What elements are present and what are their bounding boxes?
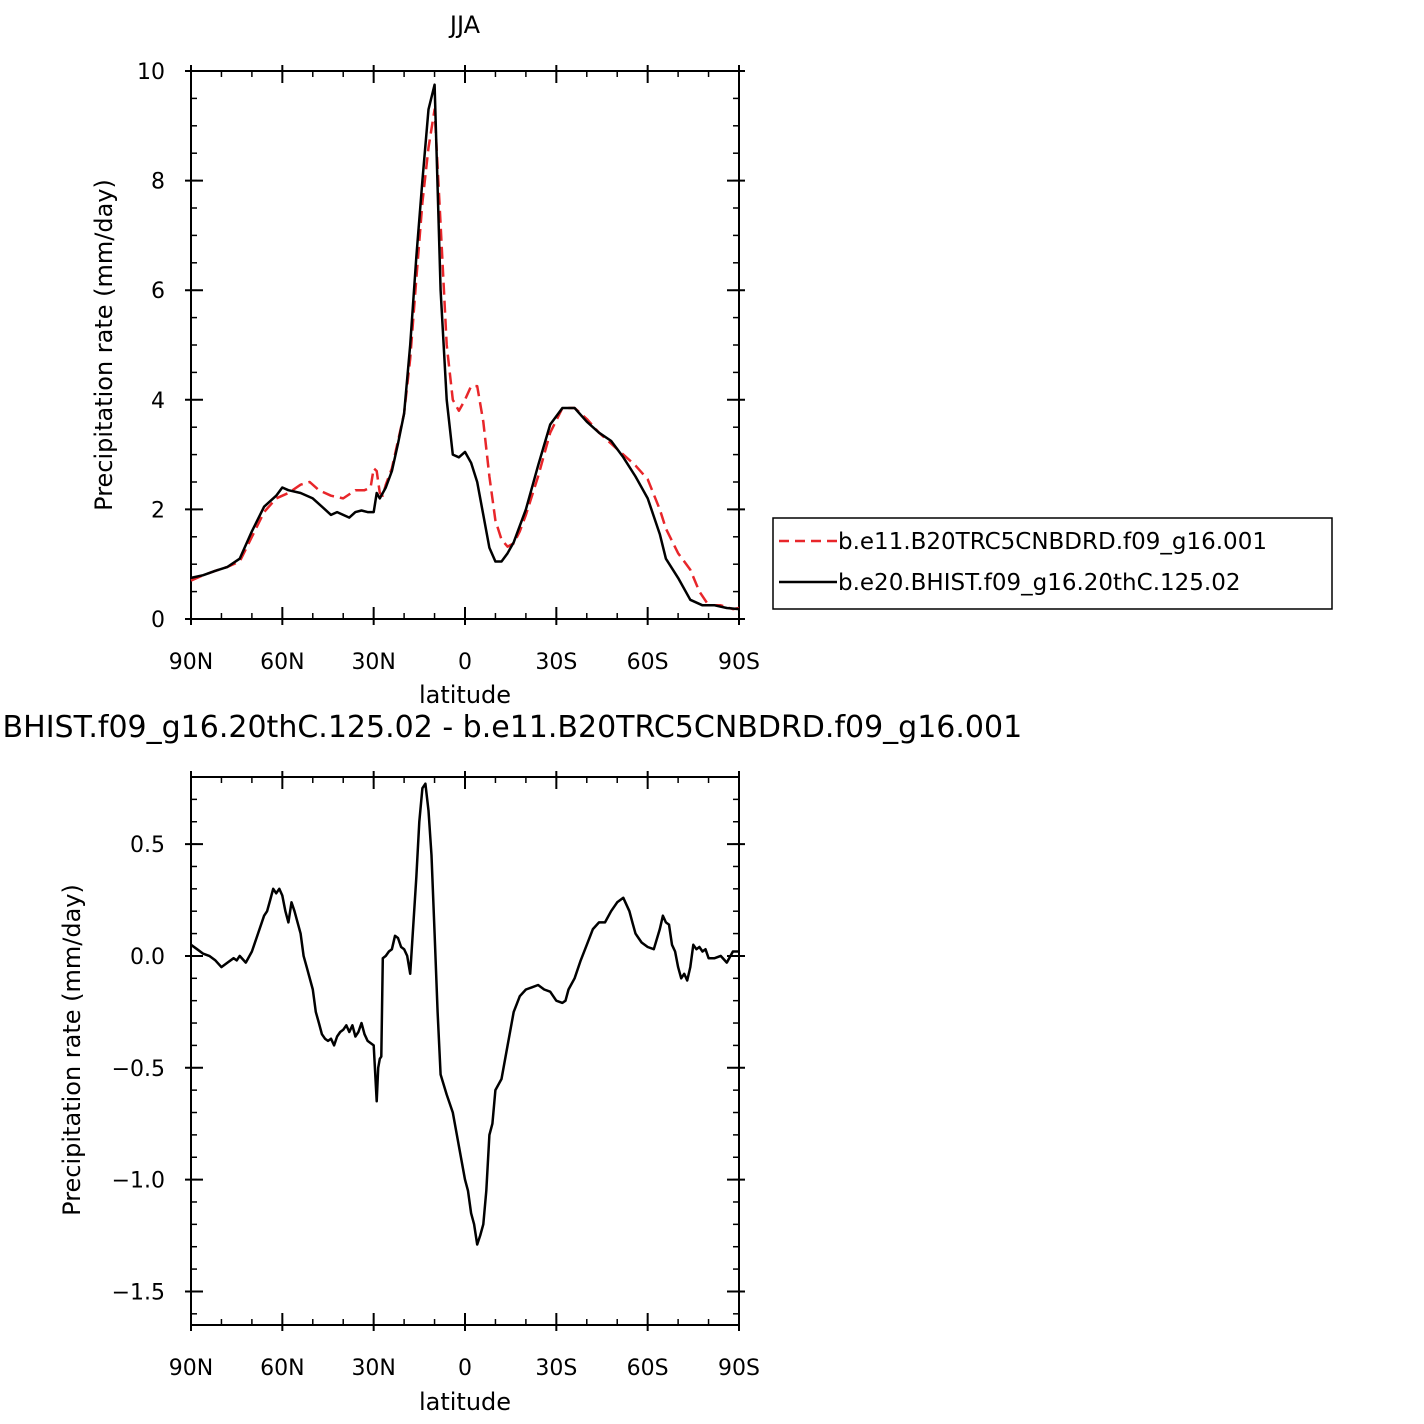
x-axis-label: latitude <box>419 1388 511 1416</box>
y-tick-label: 8 <box>151 170 165 195</box>
x-tick-label: 90N <box>169 650 213 675</box>
series-line-solid <box>190 83 740 611</box>
chart-title: JJA <box>448 11 481 39</box>
x-tick-label: 30S <box>535 650 577 675</box>
legend-label: b.e11.B20TRC5CNBDRD.f09_g16.001 <box>838 529 1267 555</box>
x-tick-label: 0 <box>458 650 472 675</box>
y-tick-label: −0.5 <box>112 1057 165 1082</box>
series-lines <box>190 782 739 1246</box>
y-tick-label: 6 <box>151 279 165 304</box>
tick-labels: 90N 60N 30N 0 30S 60S 90S 0.5 0.0 −0.5 −1.0 −1.5 <box>112 833 760 1381</box>
x-tick-label: 60S <box>627 650 669 675</box>
y-tick-label: 2 <box>151 498 165 523</box>
series-lines <box>190 83 740 611</box>
difference-chart: b.e20.BHIST.f09_g16.20thC.125.02 - b.e11… <box>0 710 1022 1416</box>
axis-ticks <box>185 65 745 625</box>
y-tick-label: 0 <box>151 608 165 633</box>
legend-label: b.e20.BHIST.f09_g16.20thC.125.02 <box>838 570 1240 596</box>
y-tick-label: 4 <box>151 389 165 414</box>
chart-title: b.e20.BHIST.f09_g16.20thC.125.02 - b.e11… <box>0 710 1022 745</box>
x-tick-label: 60S <box>627 1356 669 1381</box>
x-tick-label: 60N <box>260 1356 304 1381</box>
series-line-dashed <box>190 108 740 611</box>
x-tick-label: 90S <box>718 650 760 675</box>
plot-frame <box>190 70 740 620</box>
y-tick-label: 0.0 <box>130 945 165 970</box>
x-tick-label: 30N <box>351 1356 395 1381</box>
plot-frame <box>190 776 740 1326</box>
y-tick-label: 0.5 <box>130 833 165 858</box>
y-tick-label: −1.5 <box>112 1280 165 1305</box>
legend: b.e11.B20TRC5CNBDRD.f09_g16.001 b.e20.BH… <box>772 517 1333 610</box>
y-tick-label: 10 <box>137 60 165 85</box>
y-axis-label: Precipitation rate (mm/day) <box>90 179 118 511</box>
legend-box <box>772 517 1333 610</box>
tick-labels: 90N 60N 30N 0 30S 60S 90S 0 2 4 6 8 10 <box>137 60 760 675</box>
x-tick-label: 60N <box>260 650 304 675</box>
x-axis-label: latitude <box>419 681 511 709</box>
x-tick-label: 30S <box>535 1356 577 1381</box>
series-line-solid <box>190 782 739 1246</box>
y-axis-label: Precipitation rate (mm/day) <box>58 884 86 1216</box>
x-tick-label: 90S <box>718 1356 760 1381</box>
x-tick-label: 90N <box>169 1356 213 1381</box>
x-tick-label: 0 <box>458 1356 472 1381</box>
y-tick-label: −1.0 <box>112 1169 165 1194</box>
x-tick-label: 30N <box>351 650 395 675</box>
axis-ticks <box>185 771 745 1331</box>
